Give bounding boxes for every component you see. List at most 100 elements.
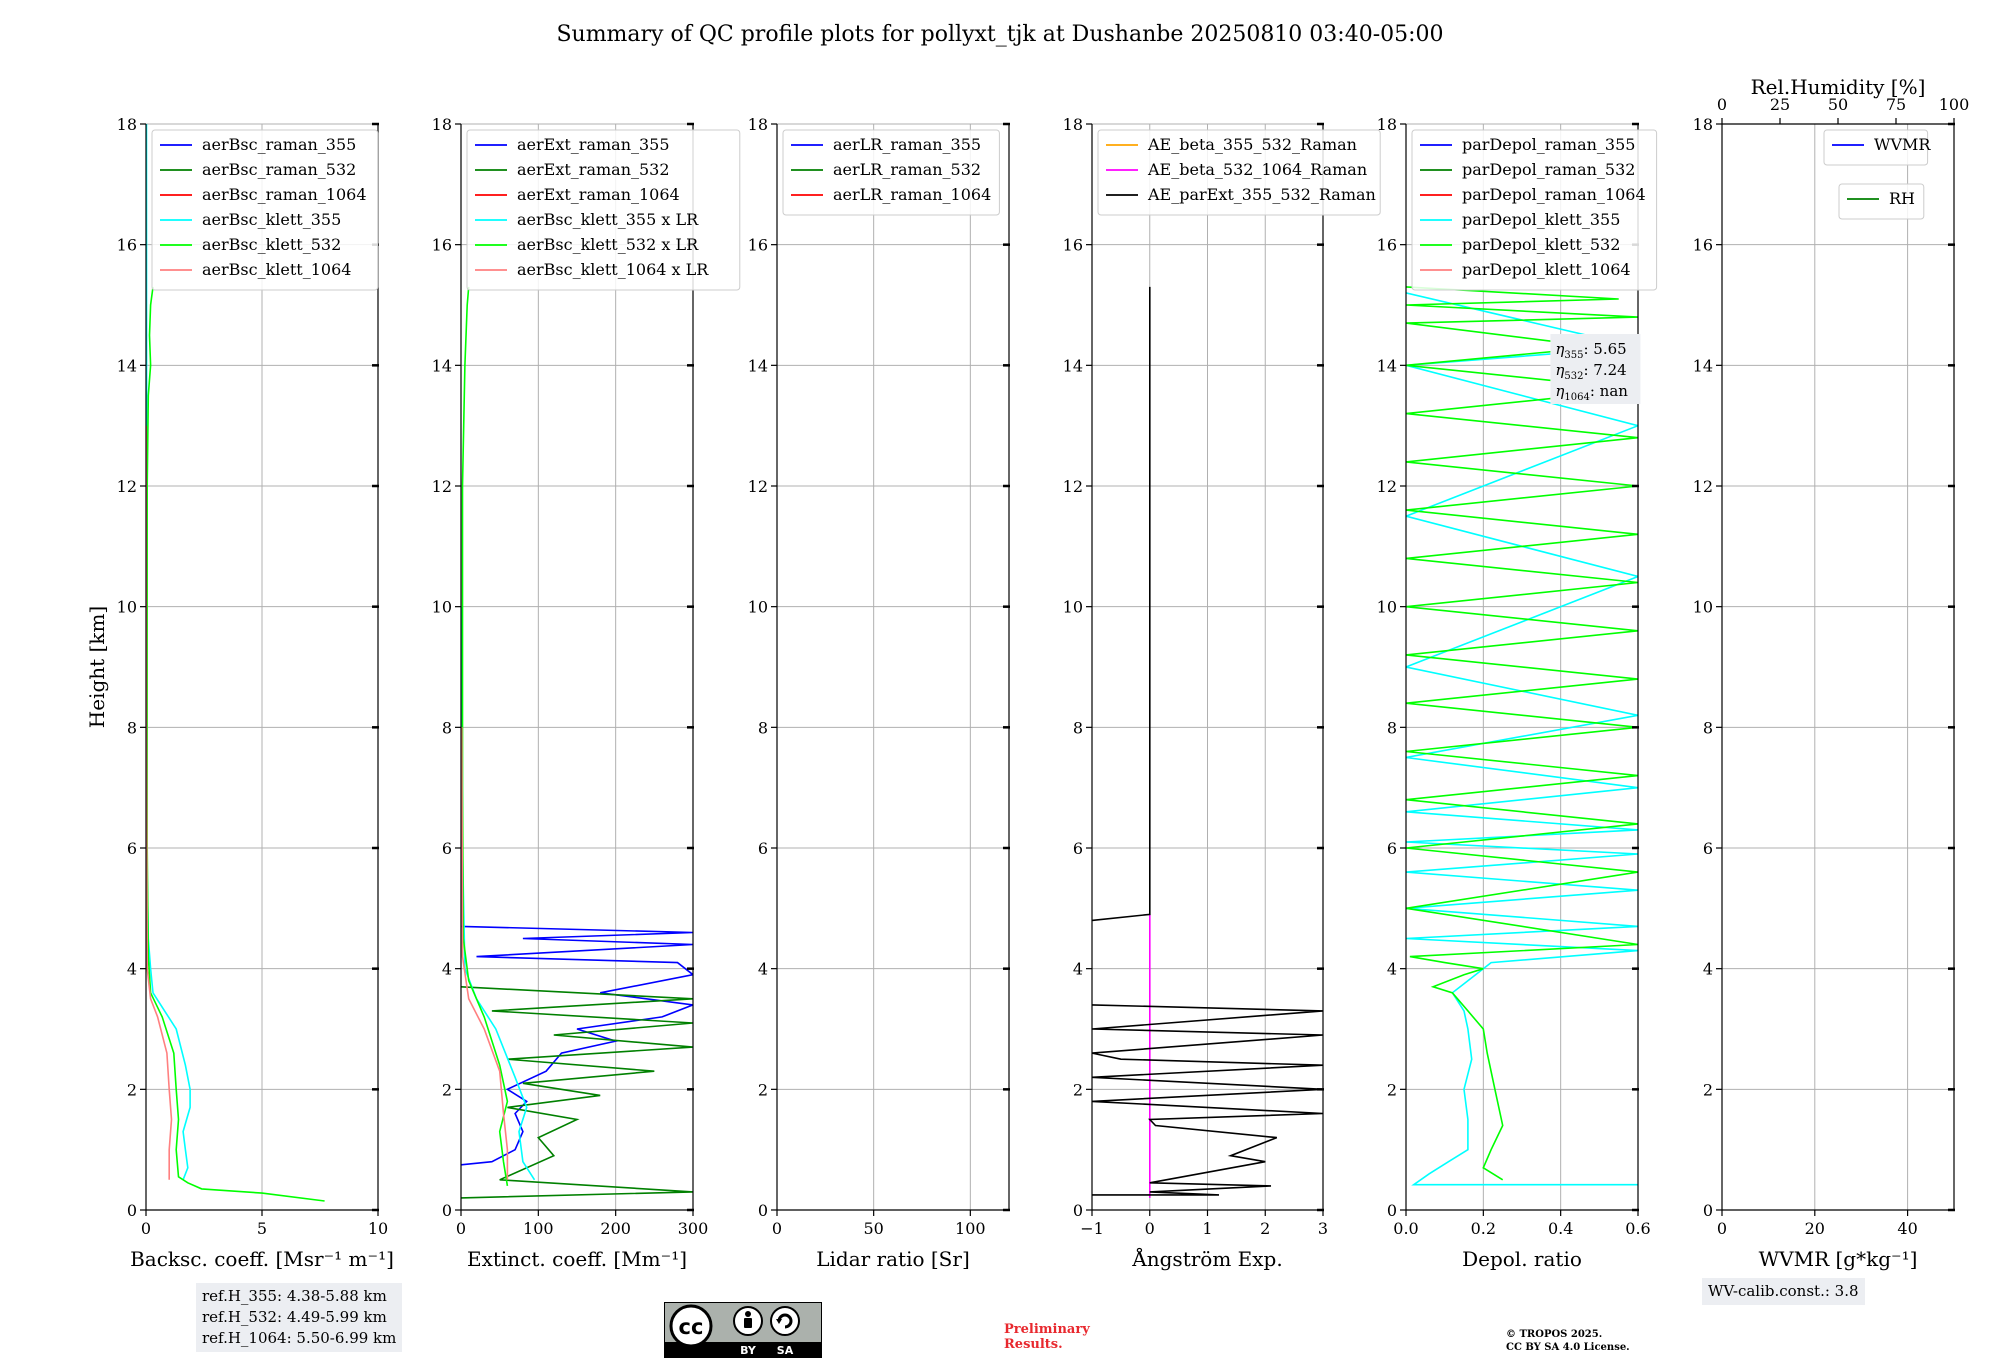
panel-ext: 0 2 4 6 8 10 12 14 16 18 0 100 200 300 Extinct. coeff.… xyxy=(432,115,741,1271)
x-tick-label: −1 xyxy=(1080,1219,1104,1238)
y-tick-label: 8 xyxy=(758,718,768,737)
y-tick-label: 0 xyxy=(1073,1201,1083,1220)
series-ae-parext-355-532-raman xyxy=(1092,286,1151,922)
eta-355: η355: 5.65 xyxy=(1555,340,1626,361)
series-pardepol-klett-355 xyxy=(1406,292,1638,1186)
y-tick-label: 6 xyxy=(1387,839,1397,858)
legend: aerLR_raman_355 aerLR_raman_532 aerLR_rama… xyxy=(782,129,1000,216)
legend-label: aerBsc_klett_532 xyxy=(202,235,341,254)
wv-calib-box: WV-calib.const.: 3.8 xyxy=(1702,1278,1865,1305)
series-aerext-raman-532 xyxy=(461,986,693,1199)
x-axis-label: Ångström Exp. xyxy=(1131,1246,1282,1271)
legend-label: aerBsc_klett_532 x LR xyxy=(517,235,699,254)
series-pardepol-klett-532 xyxy=(1406,286,1638,1181)
y-tick-label: 4 xyxy=(127,960,137,979)
x-tick-label: 200 xyxy=(600,1219,631,1238)
legend-label: RH xyxy=(1889,189,1915,208)
y-tick-label: 18 xyxy=(1693,115,1713,134)
y-tick-label: 10 xyxy=(1377,598,1397,617)
y-tick-label: 18 xyxy=(117,115,137,134)
x-tick-label: 100 xyxy=(523,1219,554,1238)
y-tick-label: 12 xyxy=(117,477,137,496)
x-tick-label: 0 xyxy=(1145,1219,1155,1238)
x-tick-label: 0.6 xyxy=(1625,1219,1650,1238)
legend-frame xyxy=(1097,129,1381,216)
series-aerbsc-klett-1064-x-lr xyxy=(461,727,509,1180)
y-tick-label: 4 xyxy=(758,960,768,979)
x-axis-label: Depol. ratio xyxy=(1462,1247,1582,1271)
legend-label: aerBsc_raman_355 xyxy=(202,135,356,154)
y-tick-label: 10 xyxy=(1693,598,1713,617)
y-tick-label: 14 xyxy=(748,356,768,375)
y-tick-label: 18 xyxy=(432,115,452,134)
x-axis-label: Backsc. coeff. [Msr⁻¹ m⁻¹] xyxy=(130,1247,394,1271)
legend-label: WVMR xyxy=(1874,135,1931,154)
series-aerbsc-klett-532-x-lr xyxy=(461,286,509,1187)
ref-h-532: ref.H_532: 4.49-5.99 km xyxy=(202,1308,387,1326)
legend-label: AE_parExt_355_532_Raman xyxy=(1147,185,1376,204)
y-tick-label: 0 xyxy=(127,1201,137,1220)
y-tick-label: 10 xyxy=(1063,598,1083,617)
copyright-line-2: CC BY SA 4.0 License. xyxy=(1506,1342,1630,1353)
y-tick-label: 12 xyxy=(748,477,768,496)
y-tick-label: 8 xyxy=(442,718,452,737)
y-tick-label: 14 xyxy=(1063,356,1083,375)
y-tick-label: 6 xyxy=(1073,839,1083,858)
y-tick-label: 10 xyxy=(432,598,452,617)
x-tick-label: 0.0 xyxy=(1393,1219,1418,1238)
legend-label: parDepol_klett_1064 xyxy=(1462,260,1631,279)
legend: parDepol_raman_355 parDepol_raman_532 parD… xyxy=(1411,129,1658,291)
legend-label: parDepol_klett_532 xyxy=(1462,235,1620,254)
legend-label: aerExt_raman_532 xyxy=(517,160,670,179)
y-tick-label: 2 xyxy=(1073,1080,1083,1099)
top-x-tick-label: 50 xyxy=(1828,95,1848,114)
y-tick-label: 16 xyxy=(432,236,452,255)
copyright-line-1: © TROPOS 2025. xyxy=(1506,1329,1603,1340)
top-x-tick-label: 75 xyxy=(1886,95,1906,114)
y-tick-label: 0 xyxy=(758,1201,768,1220)
legend-frame xyxy=(151,129,379,291)
y-tick-label: 2 xyxy=(758,1080,768,1099)
preliminary-line-1: Preliminary xyxy=(1004,1322,1090,1337)
eta-532: η532: 7.24 xyxy=(1555,361,1626,382)
y-tick-label: 12 xyxy=(432,477,452,496)
y-tick-label: 4 xyxy=(1387,960,1397,979)
y-tick-label: 14 xyxy=(1377,356,1397,375)
copyright-note: © TROPOS 2025. CC BY SA 4.0 License. xyxy=(1506,1328,1630,1354)
y-tick-label: 6 xyxy=(1703,839,1713,858)
ref-h-1064: ref.H_1064: 5.50-6.99 km xyxy=(202,1329,397,1347)
legend-frame xyxy=(1823,129,1929,166)
series-aerext-raman-355 xyxy=(461,925,693,1166)
y-tick-label: 0 xyxy=(1387,1201,1397,1220)
x-tick-label: 0 xyxy=(141,1219,151,1238)
y-tick-label: 18 xyxy=(1063,115,1083,134)
y-tick-label: 18 xyxy=(748,115,768,134)
y-tick-label: 0 xyxy=(442,1201,452,1220)
legend: aerExt_raman_355 aerExt_raman_532 aerExt_r… xyxy=(466,129,741,291)
legend-label: aerBsc_raman_1064 xyxy=(202,185,367,204)
top-x-tick-label: 100 xyxy=(1939,95,1970,114)
x-axis-label: WVMR [g*kg⁻¹] xyxy=(1759,1247,1918,1271)
y-tick-label: 2 xyxy=(1387,1080,1397,1099)
y-tick-label: 16 xyxy=(748,236,768,255)
y-tick-label: 14 xyxy=(432,356,452,375)
x-tick-label: 0 xyxy=(772,1219,782,1238)
y-tick-label: 8 xyxy=(1073,718,1083,737)
y-tick-label: 16 xyxy=(1063,236,1083,255)
y-tick-label: 16 xyxy=(117,236,137,255)
reference-height-box: ref.H_355: 4.38-5.88 km ref.H_532: 4.49-… xyxy=(196,1283,403,1352)
top-x-tick-label: 25 xyxy=(1770,95,1790,114)
cc-badge-sa-text: SA xyxy=(777,1344,794,1357)
panel-bsc: 0 2 4 6 8 10 12 14 16 18 0 5 10 Backsc. coeff. [Msr⁻¹… xyxy=(117,115,394,1271)
y-tick-label: 4 xyxy=(1703,960,1713,979)
eta-box-bg xyxy=(1550,334,1641,404)
y-tick-label: 10 xyxy=(748,598,768,617)
panel-depol: 0 2 4 6 8 10 12 14 16 18 0.0 0.2 0.4 0.6 Depol. ratio p… xyxy=(1377,115,1658,1271)
legend: AE_beta_355_532_Raman AE_beta_532_1064_Ra… xyxy=(1097,129,1381,216)
cc-badge-by-text: BY xyxy=(740,1344,757,1357)
y-tick-label: 18 xyxy=(1377,115,1397,134)
